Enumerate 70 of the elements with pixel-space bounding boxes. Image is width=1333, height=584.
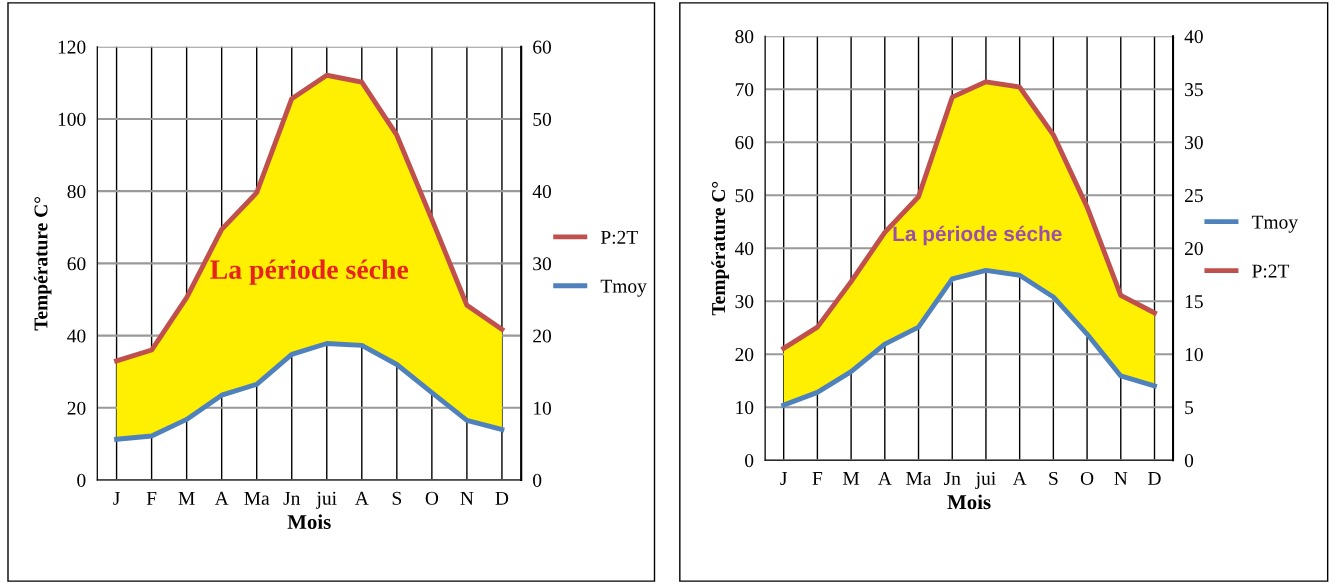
y2-tick-label: 35 [1185, 83, 1203, 97]
x-tick-label: S [1049, 471, 1058, 485]
annotation: La période séche [210, 259, 409, 285]
y2-tick-label: 0 [1184, 454, 1194, 468]
y2-tick-label: 10 [534, 401, 552, 415]
y-tick-label: 0 [745, 454, 754, 468]
y-tick-label: 60 [67, 257, 86, 271]
x-tick-label: Jn [944, 472, 961, 485]
y2-tick-label: 0 [533, 473, 542, 487]
x-tick-label: F [812, 472, 823, 485]
y-tick-label: 80 [735, 30, 754, 44]
y-tick-label: 10 [736, 401, 754, 415]
y-tick-label: 120 [58, 40, 86, 54]
y-axis-title: Température C° [711, 181, 730, 316]
x-axis-title: Mois [287, 514, 331, 530]
x-tick-label: Ma [244, 491, 270, 505]
y-tick-label: 100 [58, 112, 86, 126]
x-tick-label: J [113, 491, 120, 505]
legend-label: P:2T [1252, 264, 1290, 278]
x-tick-label: N [460, 491, 474, 505]
y2-tick-label: 40 [532, 184, 552, 199]
y2-tick-label: 20 [533, 329, 552, 343]
x-axis-title: Mois [947, 494, 991, 510]
x-tick-label: S [392, 491, 402, 505]
annotation: La période séche [893, 225, 1062, 246]
y2-tick-label: 25 [1185, 189, 1203, 203]
x-tick-label: A [877, 471, 892, 485]
x-tick-label: jui [315, 491, 337, 509]
line-series [781, 79, 1157, 351]
y-tick-label: 60 [735, 136, 754, 150]
y2-tick-label: 10 [1185, 348, 1203, 362]
x-tick-label: M [843, 472, 860, 485]
line-series [114, 341, 505, 442]
y-tick-label: 40 [734, 242, 754, 256]
y2-tick-label: 30 [533, 257, 552, 271]
x-tick-label: J [780, 472, 788, 485]
y-tick-label: 20 [735, 348, 754, 362]
y-tick-label: 20 [67, 401, 86, 415]
y-axis-title: Température C° [33, 196, 52, 331]
x-tick-label: F [146, 491, 157, 505]
x-tick-label: Jn [283, 491, 301, 505]
x-tick-label: D [495, 491, 509, 505]
legend-label: Tmoy [1251, 215, 1298, 233]
y-tick-label: 80 [67, 184, 86, 199]
x-tick-label: A [214, 491, 229, 505]
x-tick-label: D [1148, 472, 1161, 485]
y2-tick-label: 15 [1185, 295, 1203, 309]
y2-tick-label: 50 [533, 112, 552, 126]
x-tick-label: M [178, 491, 195, 505]
x-tick-label: Ma [906, 472, 932, 485]
y-tick-label: 0 [77, 473, 86, 487]
y-tick-label: 30 [735, 295, 754, 309]
x-tick-label: A [1012, 471, 1027, 485]
legend-label: P:2T [600, 230, 638, 244]
x-tick-label: O [425, 491, 439, 505]
line-series [114, 72, 505, 364]
y-tick-label: 70 [735, 83, 754, 97]
x-tick-label: N [1114, 472, 1128, 485]
x-tick-label: jui [975, 471, 996, 489]
line-series [781, 268, 1157, 408]
y2-tick-label: 5 [1185, 401, 1194, 415]
legend-label: Tmoy [600, 279, 647, 297]
x-tick-label: O [1080, 471, 1094, 485]
y-tick-label: 40 [67, 329, 86, 343]
y-tick-label: 50 [735, 189, 754, 203]
y2-tick-label: 30 [1185, 136, 1203, 150]
y2-tick-label: 20 [1185, 242, 1203, 256]
x-tick-label: A [354, 491, 369, 505]
y2-tick-label: 60 [533, 40, 552, 54]
y2-tick-label: 40 [1184, 30, 1203, 44]
